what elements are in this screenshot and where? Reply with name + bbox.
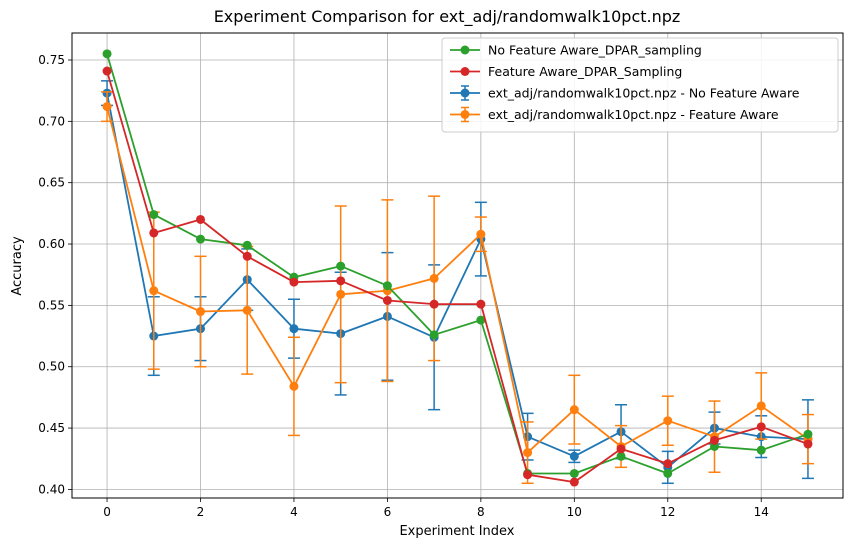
legend-label: ext_adj/randomwalk10pct.npz - No Feature…	[488, 86, 800, 101]
data-point	[663, 416, 673, 426]
data-point	[569, 477, 579, 487]
series-3	[102, 66, 813, 487]
data-point	[382, 295, 392, 305]
legend-entry: ext_adj/randomwalk10pct.npz - No Feature…	[450, 85, 800, 101]
data-point	[476, 315, 486, 325]
x-axis-label: Experiment Index	[399, 524, 514, 539]
legend-marker	[460, 45, 470, 55]
data-point	[242, 240, 252, 250]
data-point	[102, 49, 112, 59]
data-point	[429, 330, 439, 340]
axes-frame	[71, 32, 844, 499]
series-1	[101, 91, 814, 485]
y-tick-label: 0.70	[38, 114, 65, 128]
data-point	[756, 445, 766, 455]
data-point	[149, 286, 159, 296]
legend-marker	[460, 67, 470, 76]
data-point	[242, 251, 252, 261]
data-point	[102, 66, 112, 76]
x-tick-label: 14	[754, 505, 769, 519]
y-tick-label: 0.40	[38, 482, 65, 496]
series-line	[106, 92, 809, 469]
data-point	[523, 470, 533, 480]
data-point	[710, 435, 719, 445]
y-tick-label: 0.60	[38, 237, 65, 251]
data-point	[429, 299, 439, 309]
y-axis-label: Accuracy	[10, 236, 25, 296]
x-tick-label: 12	[660, 505, 675, 519]
y-tick-label: 0.45	[38, 421, 65, 435]
data-point	[803, 429, 813, 439]
data-point	[663, 459, 673, 469]
legend-marker	[460, 110, 470, 119]
data-point	[429, 273, 439, 283]
data-point	[289, 381, 299, 391]
series-layer	[101, 49, 814, 487]
legend-label: ext_adj/randomwalk10pct.npz - Feature Aw…	[488, 107, 779, 122]
x-tick-label: 0	[103, 505, 111, 519]
series-line	[106, 106, 809, 454]
data-point	[196, 214, 205, 224]
data-point	[336, 261, 346, 271]
legend-entry: ext_adj/randomwalk10pct.npz - Feature Aw…	[450, 106, 779, 123]
data-point	[756, 401, 766, 411]
data-point	[476, 299, 486, 309]
data-point	[663, 468, 673, 478]
data-point	[289, 277, 299, 287]
x-tick-label: 4	[290, 505, 298, 519]
x-tick-label: 8	[477, 505, 485, 519]
chart-title: Experiment Comparison for ext_adj/random…	[214, 7, 681, 27]
legend-entry: Feature Aware_DPAR_Sampling	[450, 64, 682, 79]
data-point	[289, 324, 299, 334]
data-point	[196, 307, 205, 317]
axes	[71, 32, 844, 499]
legend-entry: No Feature Aware_DPAR_sampling	[450, 43, 702, 58]
data-point	[569, 468, 579, 478]
data-point	[569, 451, 579, 461]
y-tick-label: 0.75	[38, 53, 65, 67]
data-point	[569, 405, 579, 415]
legend: No Feature Aware_DPAR_sampling Feature Aw…	[441, 37, 839, 133]
data-point	[242, 305, 252, 315]
series-line	[106, 70, 809, 484]
legend-label: No Feature Aware_DPAR_sampling	[488, 43, 702, 58]
data-point	[803, 439, 813, 449]
data-point	[756, 422, 766, 432]
legend-marker	[460, 88, 470, 98]
ticks: 0 2 4 6 8 10 12 14 0.40 0.45 0.50 0.55 0.60 0.65 0.70 0…	[38, 53, 769, 519]
data-point	[616, 444, 626, 454]
data-point	[149, 210, 159, 220]
data-point	[336, 276, 346, 286]
data-point	[616, 451, 626, 461]
x-tick-label: 10	[567, 505, 582, 519]
data-point	[523, 448, 533, 458]
legend-label: Feature Aware_DPAR_Sampling	[488, 64, 682, 79]
data-point	[336, 289, 346, 299]
data-point	[196, 234, 205, 244]
y-tick-label: 0.50	[38, 360, 65, 374]
data-point	[382, 281, 392, 291]
y-tick-label: 0.55	[38, 298, 65, 312]
data-point	[476, 229, 486, 239]
x-tick-label: 6	[384, 505, 392, 519]
data-point	[149, 228, 159, 238]
series-line	[106, 53, 809, 475]
data-point	[102, 102, 112, 112]
y-tick-label: 0.65	[38, 176, 65, 190]
x-tick-label: 2	[197, 505, 205, 519]
legend-box	[441, 37, 839, 133]
series-2	[102, 49, 813, 478]
